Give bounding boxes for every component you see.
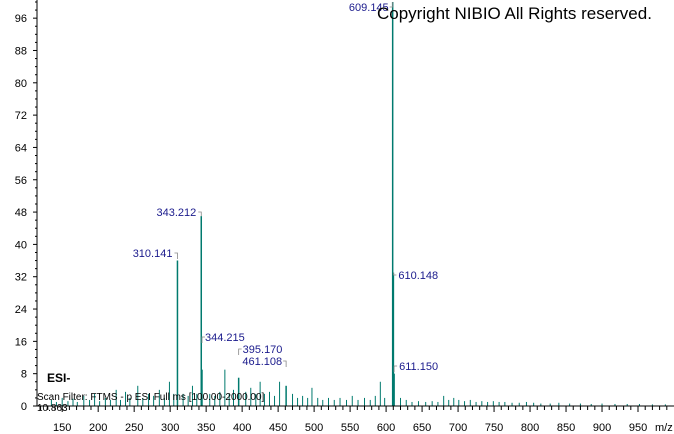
x-ticks-layer: 150 200 250 300 350 400 450 500 550 600 650 700 750 8… — [40, 406, 668, 434]
y-tick-label: 8 — [21, 369, 27, 381]
axes-layer — [36, 0, 674, 407]
y-tick-label: 32 — [15, 272, 27, 284]
x-tick-label: 900 — [593, 422, 611, 434]
y-tick-label: 72 — [15, 110, 27, 122]
peak-leader-line — [238, 348, 242, 355]
peak-label: 343.212 — [156, 207, 196, 219]
peak-label: 344.215 — [205, 332, 245, 344]
ionization-mode-label: ESI- — [47, 371, 70, 385]
x-tick-label: 150 — [53, 422, 71, 434]
copyright-notice: Copyright NIBIO All Rights reserved. — [377, 4, 652, 23]
base-value-label: 10.863 — [37, 403, 68, 414]
x-tick-label: 350 — [197, 422, 215, 434]
y-tick-label: 80 — [15, 78, 27, 90]
x-tick-label: 950 — [629, 422, 647, 434]
peak-label: 610.148 — [398, 270, 438, 282]
peak-label: 609.145 — [349, 2, 389, 14]
x-axis-unit-label: m/z — [655, 422, 673, 434]
x-tick-label: 650 — [413, 422, 431, 434]
x-tick-label: 450 — [269, 422, 287, 434]
x-tick-label: 300 — [161, 422, 179, 434]
y-tick-label: 64 — [15, 142, 27, 154]
y-tick-label: 56 — [15, 175, 27, 187]
peak-label: 310.141 — [133, 248, 173, 260]
y-tick-label: 16 — [15, 336, 27, 348]
peak-leader-line — [201, 336, 205, 343]
peak-label: 611.150 — [399, 361, 438, 373]
x-tick-label: 600 — [377, 422, 395, 434]
x-tick-label: 550 — [341, 422, 359, 434]
peak-leader-line — [389, 2, 394, 8]
peak-leader-line — [283, 360, 287, 367]
y-tick-label: 40 — [15, 239, 27, 251]
peak-label: 461.108 — [242, 356, 282, 368]
x-tick-label: 200 — [89, 422, 107, 434]
y-ticks-layer: 0 8 16 24 32 40 48 56 64 72 80 88 96 — [15, 1, 37, 413]
peak-leader-line — [393, 365, 398, 372]
peaks-layer — [50, 2, 666, 406]
y-tick-label: 96 — [15, 13, 27, 25]
y-tick-label: 24 — [15, 304, 27, 316]
x-tick-label: 750 — [485, 422, 503, 434]
peak-label: 395.170 — [243, 344, 283, 356]
peak-leader-line — [392, 272, 397, 276]
x-tick-label: 800 — [521, 422, 539, 434]
x-tick-label: 500 — [305, 422, 323, 434]
y-tick-label: 88 — [15, 45, 27, 57]
x-tick-label: 850 — [557, 422, 575, 434]
peak-leader-line — [174, 252, 178, 259]
x-tick-label: 700 — [449, 422, 467, 434]
x-tick-label: 400 — [233, 422, 251, 434]
scan-filter-label: Scan Filter: FTMS - p ESI Full ms [100.0… — [37, 392, 265, 403]
x-tick-label: 250 — [125, 422, 143, 434]
y-tick-label: 0 — [21, 401, 27, 413]
peak-leader-line — [198, 211, 202, 217]
y-tick-label: 48 — [15, 207, 27, 219]
